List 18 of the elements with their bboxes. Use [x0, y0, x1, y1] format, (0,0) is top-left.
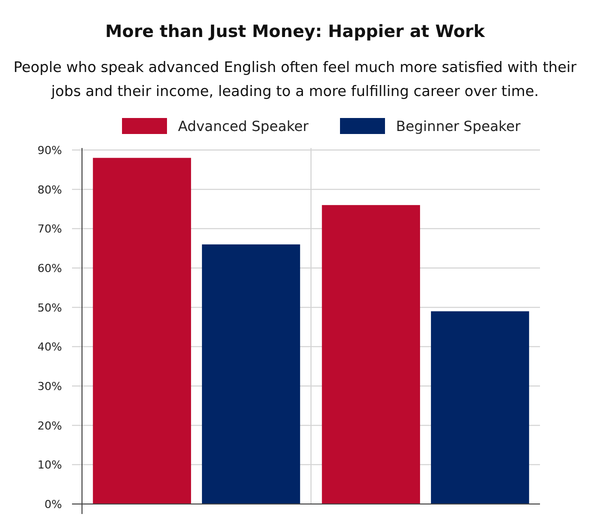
legend-label: Beginner Speaker [396, 119, 521, 135]
y-tick-label: 80% [38, 183, 62, 196]
bar [322, 205, 420, 504]
bar [202, 244, 300, 504]
chart-title: More than Just Money: Happier at Work [105, 22, 486, 42]
bar [430, 311, 530, 504]
y-tick-label: 30% [38, 380, 62, 393]
legend-label: Advanced Speaker [178, 119, 309, 135]
y-tick-label: 0% [44, 498, 62, 511]
y-tick-label: 10% [38, 458, 62, 472]
y-tick-label: 40% [38, 340, 62, 354]
y-tick-label: 50% [38, 301, 62, 314]
y-tick-label: 60% [38, 262, 62, 275]
bar [92, 158, 192, 504]
y-tick-label: 90% [38, 144, 62, 157]
y-tick-label: 70% [38, 222, 62, 236]
chart-subtitle: People who speak advanced English often feel much more satisfied with their jobs and their income, leading to a more fulfilling career over time. [13, 60, 577, 100]
y-tick-label: 20% [38, 419, 62, 432]
